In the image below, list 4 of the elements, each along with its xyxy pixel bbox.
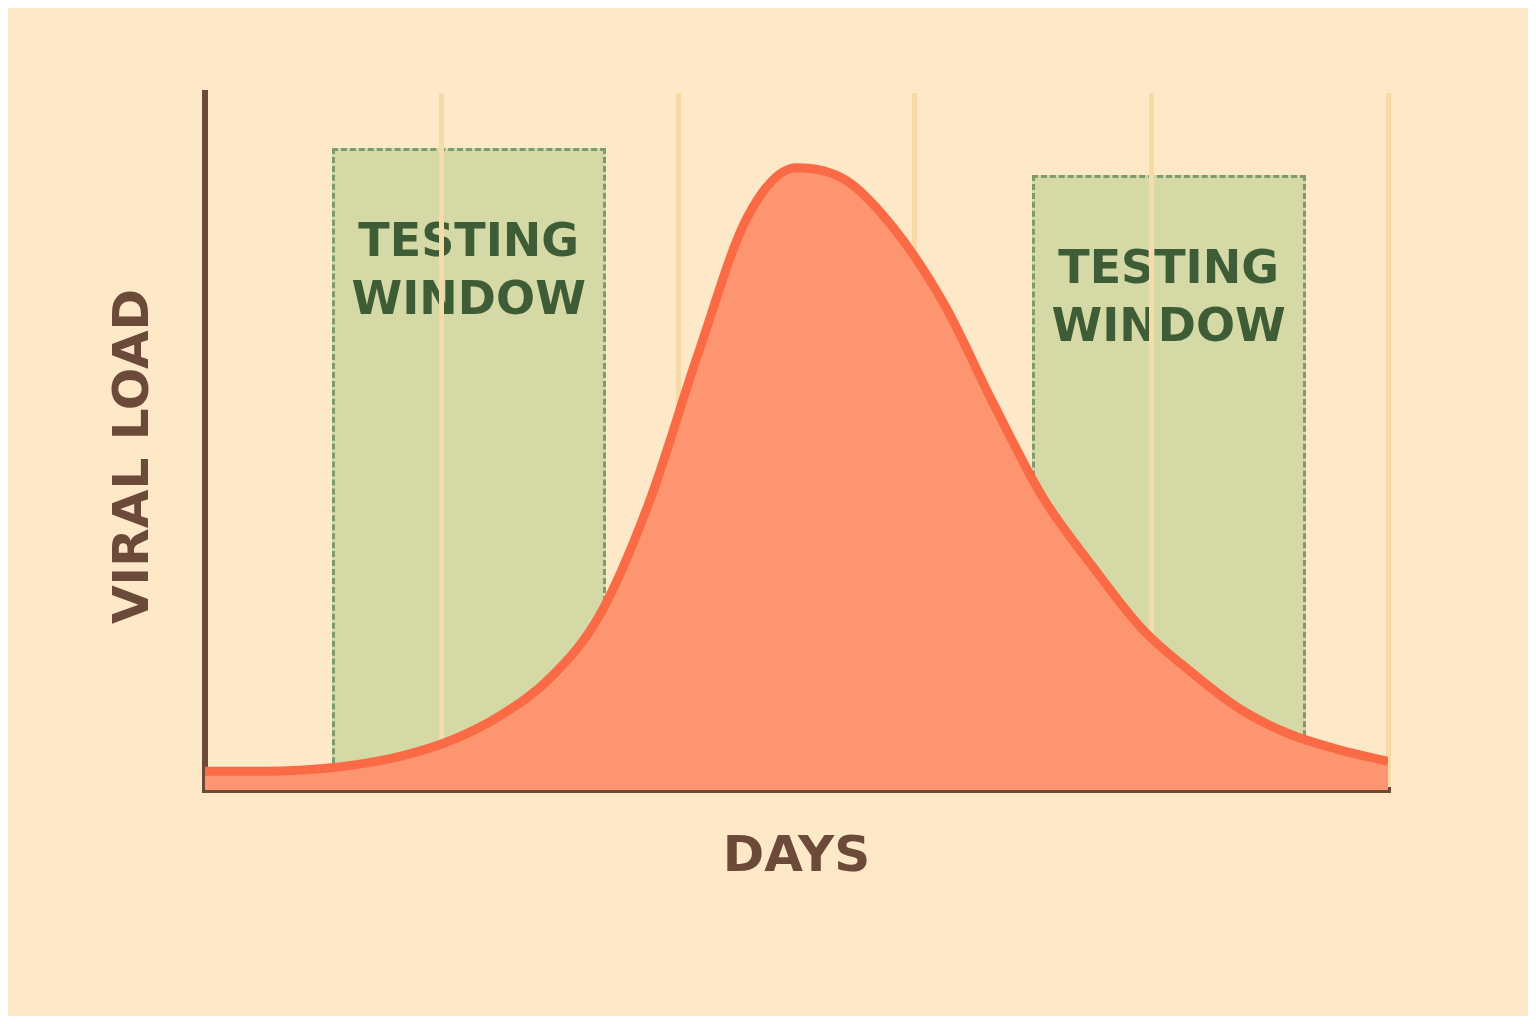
x-axis-title: DAYS <box>722 824 871 883</box>
y-axis-title: VIRAL LOAD <box>101 288 160 625</box>
annotation: TESTING WINDOW <box>350 212 587 327</box>
annotation: TESTING WINDOW <box>1050 239 1287 354</box>
